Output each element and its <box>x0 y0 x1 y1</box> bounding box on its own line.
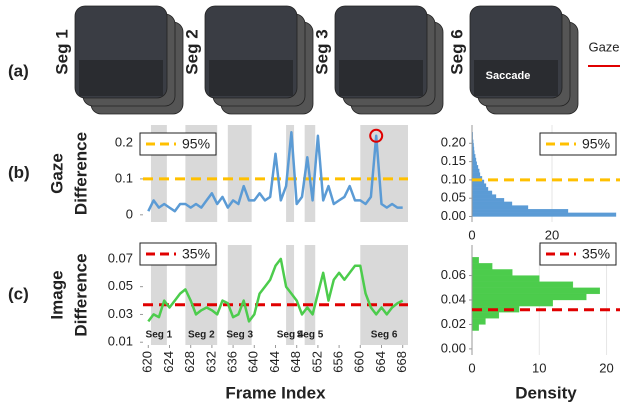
y-tick-label: 0.01 <box>108 334 133 349</box>
x-tick-label: 664 <box>373 351 388 373</box>
y-axis-label: Difference <box>71 132 90 215</box>
histogram-bar <box>472 276 539 282</box>
y-tick-label: 0.15 <box>441 153 466 168</box>
segment-label: Seg 5 <box>297 330 324 341</box>
histogram-bar <box>472 288 600 294</box>
segment-image-label: Seg 1 <box>52 29 71 74</box>
x-tick-label: 20 <box>545 227 559 242</box>
gaze-legend: Gaze <box>588 39 619 54</box>
segment-label: Seg 1 <box>146 330 173 341</box>
y-tick-label: 0.06 <box>441 267 466 282</box>
histogram-bar <box>472 269 512 275</box>
x-tick-label: 632 <box>203 351 218 373</box>
histogram-bar <box>472 158 476 162</box>
x-tick-label: 0 <box>468 227 475 242</box>
page: (a) Seg 1 Seg 2 Seg 3 Seg 6 Saccade Gaze 0 0.1 0.… <box>0 0 634 406</box>
histogram-bar <box>472 191 492 195</box>
segment-image-label: Seg 3 <box>312 29 331 74</box>
x-tick-label: 644 <box>267 351 282 373</box>
x-tick-label: 668 <box>394 351 409 373</box>
histogram-bar <box>472 198 504 202</box>
x-tick-label: 660 <box>352 351 367 373</box>
image-floor <box>79 60 163 96</box>
y-tick-label: 0.07 <box>108 250 133 265</box>
x-tick-label: 648 <box>288 351 303 373</box>
x-axis-label: Frame Index <box>225 383 326 402</box>
y-tick-label: 0.00 <box>441 208 466 223</box>
x-tick-label: 628 <box>182 351 197 373</box>
panel-label: (a) <box>8 61 29 80</box>
segment-band <box>228 125 252 222</box>
x-tick-label: 624 <box>161 351 176 373</box>
y-tick-label: 0.03 <box>108 306 133 321</box>
x-tick-label: 636 <box>225 351 240 373</box>
image-floor <box>209 60 293 96</box>
histogram-bar <box>472 165 478 169</box>
x-tick-label: 0 <box>468 360 475 375</box>
legend-label: 95% <box>582 136 610 152</box>
histogram-bar <box>472 263 492 269</box>
panel-label: (b) <box>8 163 30 182</box>
x-axis-label: Density <box>515 383 577 402</box>
histogram-bar <box>472 282 573 288</box>
segment-image-label: Seg 2 <box>182 29 201 74</box>
image-floor <box>339 60 423 96</box>
histogram-bar <box>472 312 499 318</box>
x-tick-label: 640 <box>246 351 261 373</box>
histogram-bar <box>472 324 479 330</box>
segment-label: Seg 6 <box>371 330 398 341</box>
y-tick-label: 0.00 <box>441 340 466 355</box>
x-tick-label: 656 <box>331 351 346 373</box>
histogram-bar <box>472 257 479 263</box>
histogram-bar <box>472 173 480 177</box>
histogram-bar <box>472 206 528 210</box>
panel-label: (c) <box>8 284 29 303</box>
y-tick-label: 0.02 <box>441 316 466 331</box>
histogram-bar <box>472 300 553 306</box>
legend-label: 95% <box>182 136 210 152</box>
y-tick-label: 0.2 <box>115 134 133 149</box>
y-tick-label: 0.05 <box>441 190 466 205</box>
histogram-bar <box>472 318 485 324</box>
y-tick-label: 0.10 <box>441 171 466 186</box>
segment-label: Seg 2 <box>188 330 215 341</box>
y-tick-label: 0.04 <box>441 291 466 306</box>
histogram-bar <box>472 187 488 191</box>
y-axis-label: Image <box>47 270 66 319</box>
y-tick-label: 0.20 <box>441 135 466 150</box>
histogram-bar <box>472 202 512 206</box>
segment-image-label: Seg 6 <box>447 29 466 74</box>
segment-label: Seg 3 <box>226 330 253 341</box>
y-tick-label: 0 <box>126 206 133 221</box>
legend-label: 35% <box>582 246 610 262</box>
saccade-label: Saccade <box>486 70 531 82</box>
histogram-bar <box>472 195 496 199</box>
histogram-bar <box>472 209 568 213</box>
y-tick-label: 0.05 <box>108 278 133 293</box>
legend-label: 35% <box>182 246 210 262</box>
x-tick-label: 652 <box>309 351 324 373</box>
figure: (a) Seg 1 Seg 2 Seg 3 Seg 6 Saccade Gaze 0 0.1 0.… <box>0 0 634 406</box>
histogram-bar <box>472 169 479 173</box>
histogram-bar <box>472 184 486 188</box>
y-tick-label: 0.1 <box>115 170 133 185</box>
histogram-bar <box>472 294 586 300</box>
x-tick-label: 620 <box>140 351 155 373</box>
x-tick-label: 10 <box>532 360 546 375</box>
y-axis-label: Difference <box>71 253 90 336</box>
histogram-bar <box>472 162 477 166</box>
x-tick-label: 20 <box>599 360 613 375</box>
histogram-bar <box>472 213 616 217</box>
y-axis-label: Gaze <box>47 153 66 194</box>
